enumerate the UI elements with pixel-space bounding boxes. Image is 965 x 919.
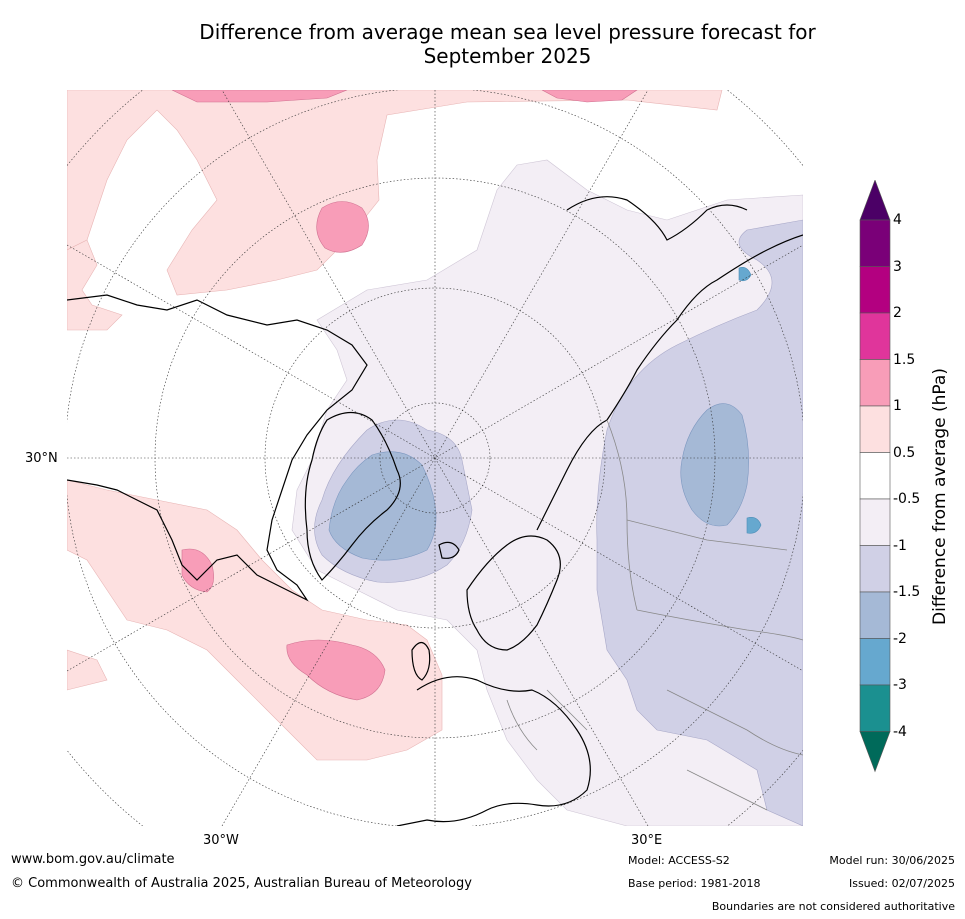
colorbar-label-wrap: Difference from average (hPa) [930, 345, 952, 625]
colorbar-segment [859, 266, 891, 314]
colorbar-segment [859, 359, 891, 407]
coast-eurasia-north [536, 234, 803, 531]
footer-url: www.bom.gov.au/climate [11, 852, 175, 867]
strongest-negative-baikal [746, 517, 762, 534]
colorbar-segment [859, 684, 891, 732]
title-line-1: Difference from average mean sea level p… [199, 20, 816, 44]
coast-iceland [438, 541, 460, 559]
coast-kamchatka [566, 196, 748, 241]
strong-positive-pacific-east [541, 90, 638, 103]
footer-model-run: Model run: 30/06/2025 [829, 854, 955, 867]
country-borders [506, 419, 803, 811]
colorbar-tick-label: 2 [893, 305, 902, 321]
title-line-2: September 2025 [423, 44, 592, 68]
colorbar-tick-label: 1.5 [893, 351, 916, 368]
strong-positive-gulf [181, 548, 214, 593]
coast-british-isles [411, 641, 431, 681]
colorbar-tick-label: 4 [893, 212, 902, 228]
colorbar-segment [859, 591, 891, 639]
positive-anomaly-west [67, 649, 108, 691]
coast-scandinavia [466, 535, 561, 651]
footer-model: Model: ACCESS-S2 [628, 854, 730, 867]
colorbar [859, 180, 891, 773]
footer-disclaimer: Boundaries are not considered authoritat… [711, 900, 955, 913]
colorbar-segments [859, 180, 891, 773]
colorbar-tick-label: -3 [893, 677, 907, 693]
colorbar-tick-label: 3 [893, 258, 902, 275]
colorbar-extend-max [859, 180, 891, 221]
positive-anomaly-alaska [67, 239, 123, 331]
strong-positive-north-pacific [171, 90, 348, 103]
lon-label-30e: 30°E [631, 833, 663, 848]
colorbar-tick-label: -1.5 [893, 584, 921, 600]
colorbar-tick-label: -1 [893, 537, 907, 554]
pressure-anomaly-map [67, 90, 803, 826]
colorbar-segment [859, 638, 891, 686]
graticule [67, 90, 803, 826]
colorbar-tick-label: -2 [893, 630, 907, 647]
strong-negative-greenland [328, 451, 437, 561]
footer-copyright: © Commonwealth of Australia 2025, Austra… [11, 876, 472, 891]
footer-issued: Issued: 02/07/2025 [848, 877, 955, 890]
colorbar-segment [859, 452, 891, 500]
coast-greenland [304, 411, 401, 581]
colorbar-segment [859, 545, 891, 593]
positive-anomaly-pacific [67, 90, 723, 296]
map-title: Difference from average mean sea level p… [130, 20, 885, 68]
lon-label-30w: 30°W [203, 833, 239, 848]
colorbar-label: Difference from average (hPa) [930, 368, 950, 625]
strongest-negative-ochotsk [738, 267, 752, 282]
colorbar-segment [859, 219, 891, 267]
strong-negative-siberia [680, 403, 749, 527]
colorbar-segment [859, 312, 891, 360]
colorbar-tick-label: -0.5 [893, 491, 921, 507]
colorbar-segment [859, 405, 891, 453]
colorbar-tick-label: 1 [893, 398, 902, 414]
colorbar-tick-label: -4 [893, 723, 907, 740]
coast-europe [396, 676, 591, 826]
colorbar-segment [859, 498, 891, 546]
colorbar-extend-min [859, 731, 891, 773]
coastlines [67, 196, 803, 826]
lat-label-30n: 30°N [25, 451, 58, 466]
strong-positive-bering [316, 201, 369, 253]
coast-north-america [67, 294, 368, 602]
footer-base-period: Base period: 1981-2018 [628, 877, 761, 890]
colorbar-tick-label: 0.5 [893, 444, 916, 461]
negative-anomaly-siberia [596, 219, 803, 826]
strong-positive-azores [286, 639, 386, 701]
